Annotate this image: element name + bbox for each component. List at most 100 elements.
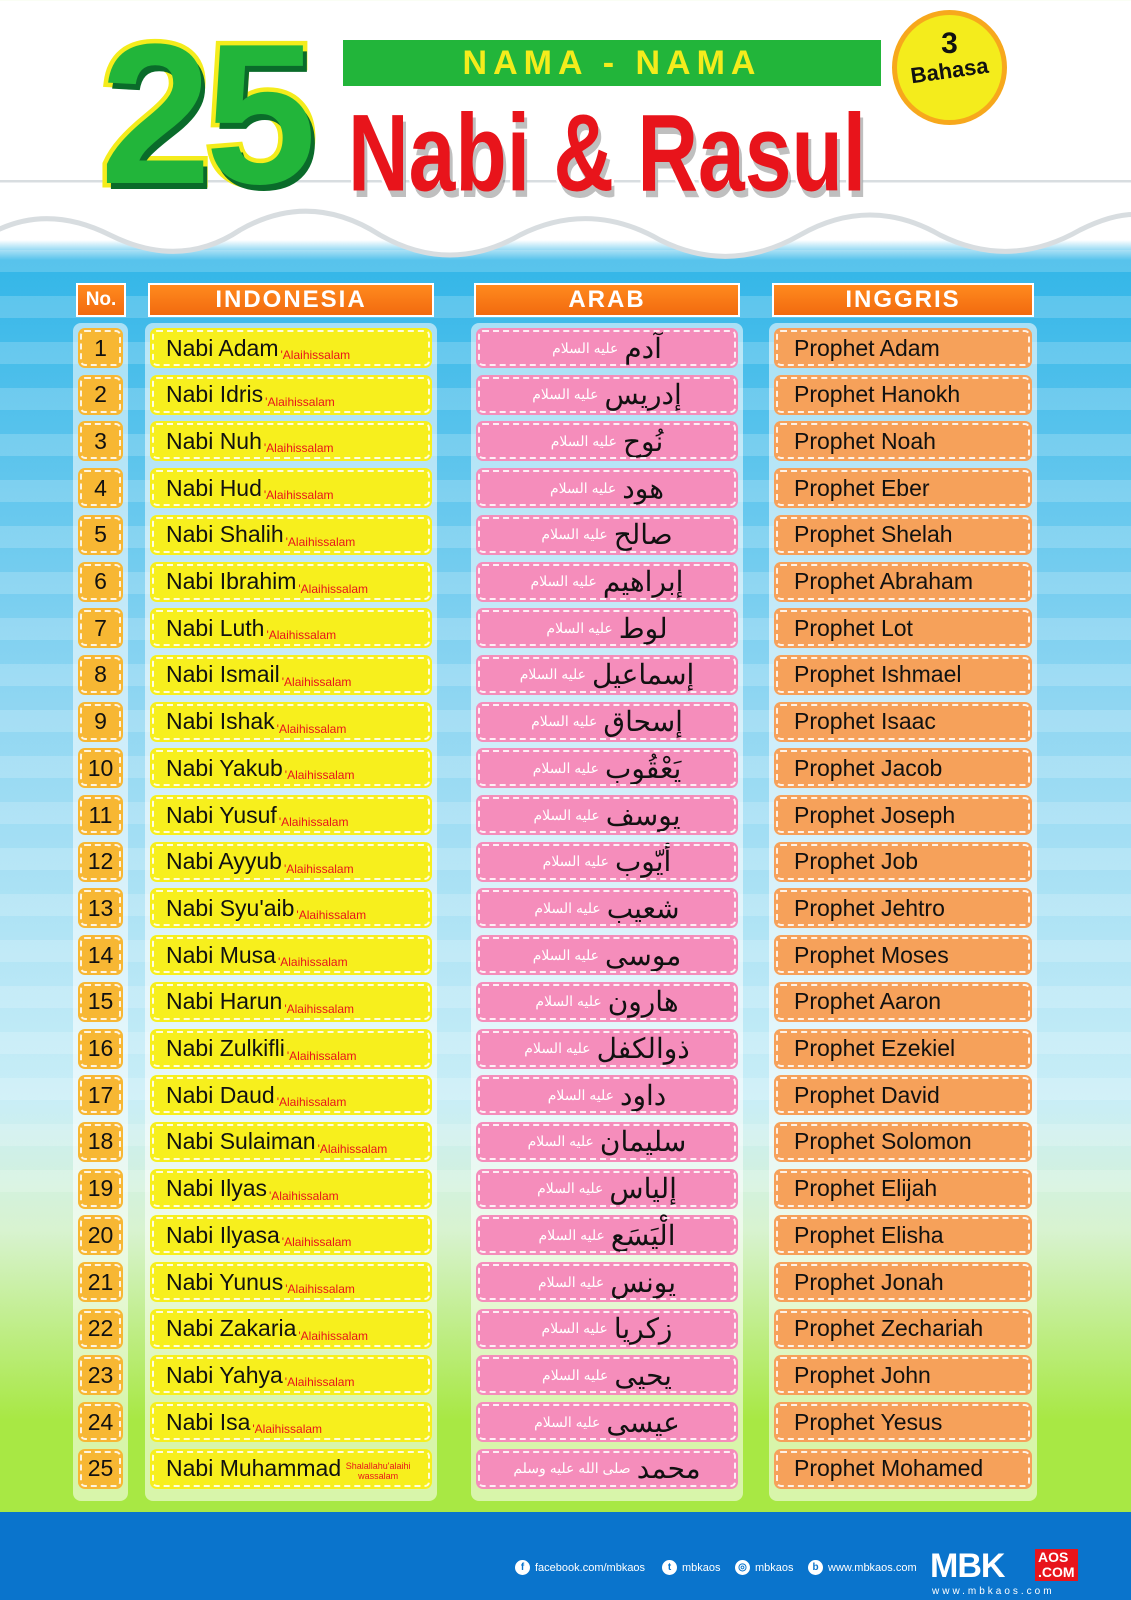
arabic-name-text: إدريس <box>604 379 682 411</box>
indonesian-name-text: Nabi Luth <box>166 614 265 641</box>
indonesian-name: Nabi Sulaiman 'Alaihissalam <box>150 1121 432 1162</box>
indonesian-name: Nabi Yahya 'Alaihissalam <box>150 1355 432 1396</box>
arabic-name: يوسف عليه السلام <box>476 795 738 835</box>
number-text: 12 <box>87 848 114 875</box>
arabic-salutation: عليه السلام <box>542 853 609 870</box>
title-number: 25 <box>95 3 321 226</box>
english-name: Prophet Jehtro <box>774 888 1032 929</box>
number-text: 18 <box>87 1128 114 1155</box>
indonesian-salutation: 'Alaihissalam <box>278 815 349 829</box>
row-number: 14 <box>78 935 123 976</box>
english-name-text: Prophet David <box>794 1081 940 1108</box>
row-number: 17 <box>78 1075 123 1116</box>
indonesian-salutation: 'Alaihissalam <box>283 861 354 876</box>
english-name: Prophet Eber <box>774 468 1032 509</box>
arabic-name-text: ذوالكفل <box>596 1033 690 1064</box>
indonesian-salutation: 'Alaihissalam <box>277 955 348 970</box>
english-name: Prophet Elijah <box>774 1168 1032 1209</box>
number-text: 10 <box>87 754 114 781</box>
logo-url: www.mbkaos.com <box>932 1586 1055 1597</box>
indonesian-salutation: 'Alaihissalam <box>266 628 337 643</box>
english-name-text: Prophet Jehtro <box>794 894 945 921</box>
cloud-border <box>0 180 1131 259</box>
arabic-name-text: شعيب <box>606 892 680 924</box>
row-number: 7 <box>78 608 123 649</box>
arabic-name-text: محمد <box>636 1453 701 1485</box>
indonesian-name: Nabi Zakaria 'Alaihissalam <box>150 1308 432 1349</box>
indonesian-name-text: Nabi Ilyas <box>166 1175 267 1202</box>
instagram-link[interactable]: ◎ mbkaos <box>735 1560 794 1575</box>
arabic-name-text: أيّوب <box>614 846 672 878</box>
number-text: 22 <box>87 1315 114 1342</box>
english-name: Prophet Zechariah <box>774 1308 1032 1349</box>
indonesian-name-text: Nabi Hud <box>166 474 262 501</box>
arabic-salutation: عليه السلام <box>550 479 617 496</box>
number-text: 23 <box>87 1361 114 1388</box>
english-name-text: Prophet Abraham <box>794 568 974 594</box>
arabic-salutation: صلى الله عليه وسلم <box>513 1460 631 1477</box>
indonesian-salutation: 'Alaihissalam <box>263 488 334 503</box>
english-name-text: Prophet Noah <box>794 427 936 454</box>
english-name: Prophet Jacob <box>774 748 1032 789</box>
english-name: Prophet Joseph <box>774 795 1032 835</box>
english-name-text: Prophet Ishmael <box>794 661 962 688</box>
website-link[interactable]: b www.mbkaos.com <box>808 1560 917 1575</box>
english-name-text: Prophet Adam <box>794 334 940 361</box>
row-number: 11 <box>78 795 123 835</box>
indonesian-name: Nabi Luth 'Alaihissalam <box>150 608 432 649</box>
twitter-link[interactable]: t mbkaos <box>662 1560 721 1575</box>
english-name-text: Prophet Eber <box>794 474 930 501</box>
arabic-name-text: إلياس <box>609 1173 677 1205</box>
english-name: Prophet Yesus <box>774 1402 1032 1443</box>
arabic-name: يَعْقُوب عليه السلام <box>476 748 738 789</box>
english-name-text: Prophet Shelah <box>794 521 953 548</box>
indonesian-name-text: Nabi Zakaria <box>166 1315 297 1342</box>
english-name-text: Prophet John <box>794 1361 931 1388</box>
english-name-text: Prophet Jonah <box>794 1268 944 1295</box>
english-name: Prophet Noah <box>774 421 1032 462</box>
row-number: 2 <box>78 374 123 415</box>
row-number: 12 <box>78 841 123 882</box>
arabic-name: لوط عليه السلام <box>476 608 738 649</box>
arabic-name-text: نُوح <box>622 425 664 457</box>
facebook-link[interactable]: f facebook.com/mbkaos <box>515 1560 645 1575</box>
logo-main: MBK <box>930 1547 1005 1585</box>
arabic-salutation: عليه السلام <box>531 713 598 730</box>
logo-aos: AOS .COM <box>1035 1549 1078 1581</box>
english-name: Prophet Lot <box>774 608 1032 649</box>
arabic-name: إدريس عليه السلام <box>476 374 738 415</box>
twitter-icon: t <box>662 1560 677 1575</box>
english-name-text: Prophet Elijah <box>794 1175 938 1202</box>
english-name: Prophet Hanokh <box>774 374 1032 415</box>
indonesian-name: Nabi Daud 'Alaihissalam <box>150 1075 432 1116</box>
indonesian-name: Nabi Ismail 'Alaihissalam <box>150 654 432 695</box>
arabic-salutation: عليه السلام <box>532 946 600 963</box>
row-number: 23 <box>78 1355 123 1396</box>
website-text: www.mbkaos.com <box>828 1561 917 1574</box>
arabic-salutation: عليه السلام <box>546 619 613 636</box>
logo-com-text: .COM <box>1038 1564 1075 1580</box>
indonesian-name-text: Nabi Ishak <box>166 708 275 735</box>
indonesian-name-text: Nabi Sulaiman <box>166 1128 316 1155</box>
arabic-salutation: عليه السلام <box>537 1273 605 1290</box>
indonesian-salutation: 'Alaihissalam <box>317 1141 388 1156</box>
arabic-salutation: عليه السلام <box>524 1040 591 1056</box>
number-text: 2 <box>94 381 107 408</box>
english-name-text: Prophet Jacob <box>794 754 943 781</box>
english-name-text: Prophet Ezekiel <box>794 1035 956 1061</box>
number-text: 19 <box>87 1175 114 1202</box>
english-name-text: Prophet Job <box>794 848 919 875</box>
indonesian-name: Nabi Isa 'Alaihissalam <box>150 1402 432 1443</box>
row-number: 6 <box>78 561 123 602</box>
indonesian-name-text: Nabi Ayyub <box>166 848 282 875</box>
english-name-text: Prophet Lot <box>794 614 913 641</box>
arabic-name-text: هارون <box>607 986 679 1018</box>
indonesian-name-text: Nabi Shalih <box>166 521 284 548</box>
arabic-name-text: داود <box>620 1079 667 1111</box>
indonesian-salutation: 'Alaihissalam <box>280 348 351 362</box>
indonesian-name-text: Nabi Adam <box>166 334 279 361</box>
mbkaos-logo: MBK AOS .COM <box>930 1547 1078 1585</box>
arabic-name: أيّوب عليه السلام <box>476 841 738 882</box>
arabic-name-text: موسى <box>605 939 682 971</box>
arabic-salutation: عليه السلام <box>519 666 586 683</box>
